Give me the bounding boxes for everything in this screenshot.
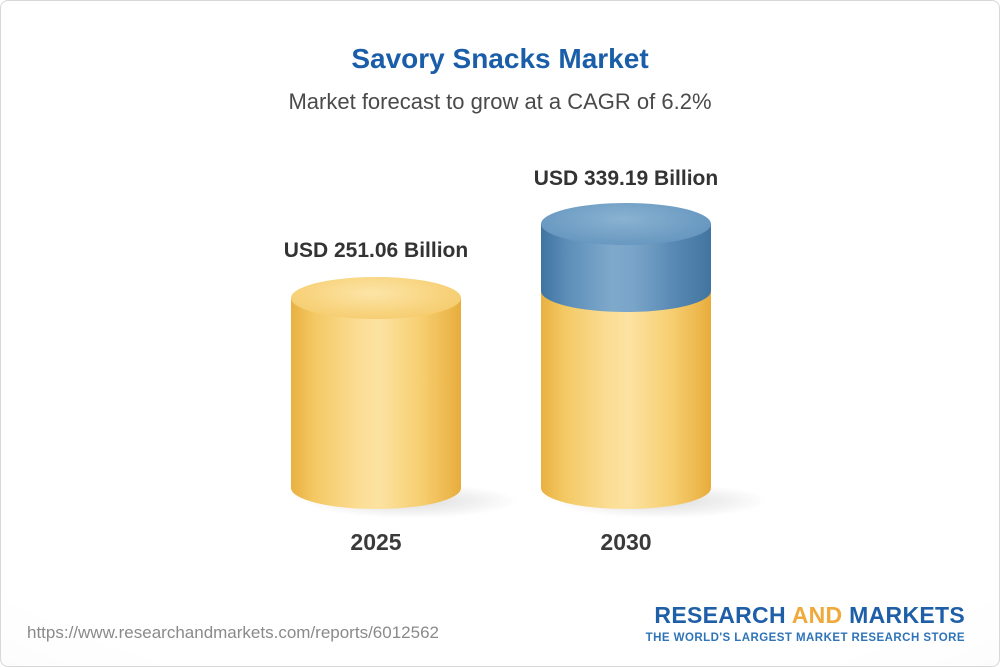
bar-2030-top <box>541 203 711 245</box>
bar-2025-body <box>291 298 461 509</box>
bar-2030-base-segment <box>541 291 711 509</box>
chart-title: Savory Snacks Market <box>351 43 649 74</box>
logo-word-and: AND <box>791 602 843 628</box>
logo-word-research: RESEARCH <box>654 602 786 628</box>
chart-subtitle: Market forecast to grow at a CAGR of 6.2… <box>288 89 712 114</box>
logo-word-markets: MARKETS <box>849 602 965 628</box>
bar-2025-top <box>291 277 461 319</box>
x-axis-label-2030: 2030 <box>600 529 652 555</box>
logo-tagline: THE WORLD'S LARGEST MARKET RESEARCH STOR… <box>645 632 965 644</box>
bar-2030-cylinder <box>541 203 711 509</box>
logo-wordmark: RESEARCH AND MARKETS <box>646 602 965 629</box>
bar-2025-cylinder <box>291 277 461 509</box>
x-axis-label-2025: 2025 <box>350 529 402 555</box>
bar-value-label-2030: USD 339.19 Billion <box>533 167 719 190</box>
bar-value-label-2025: USD 251.06 Billion <box>283 239 469 262</box>
report-url-link[interactable]: https://www.researchandmarkets.com/repor… <box>27 623 439 642</box>
research-and-markets-logo: RESEARCH AND MARKETS THE WORLD'S LARGEST… <box>646 602 965 644</box>
